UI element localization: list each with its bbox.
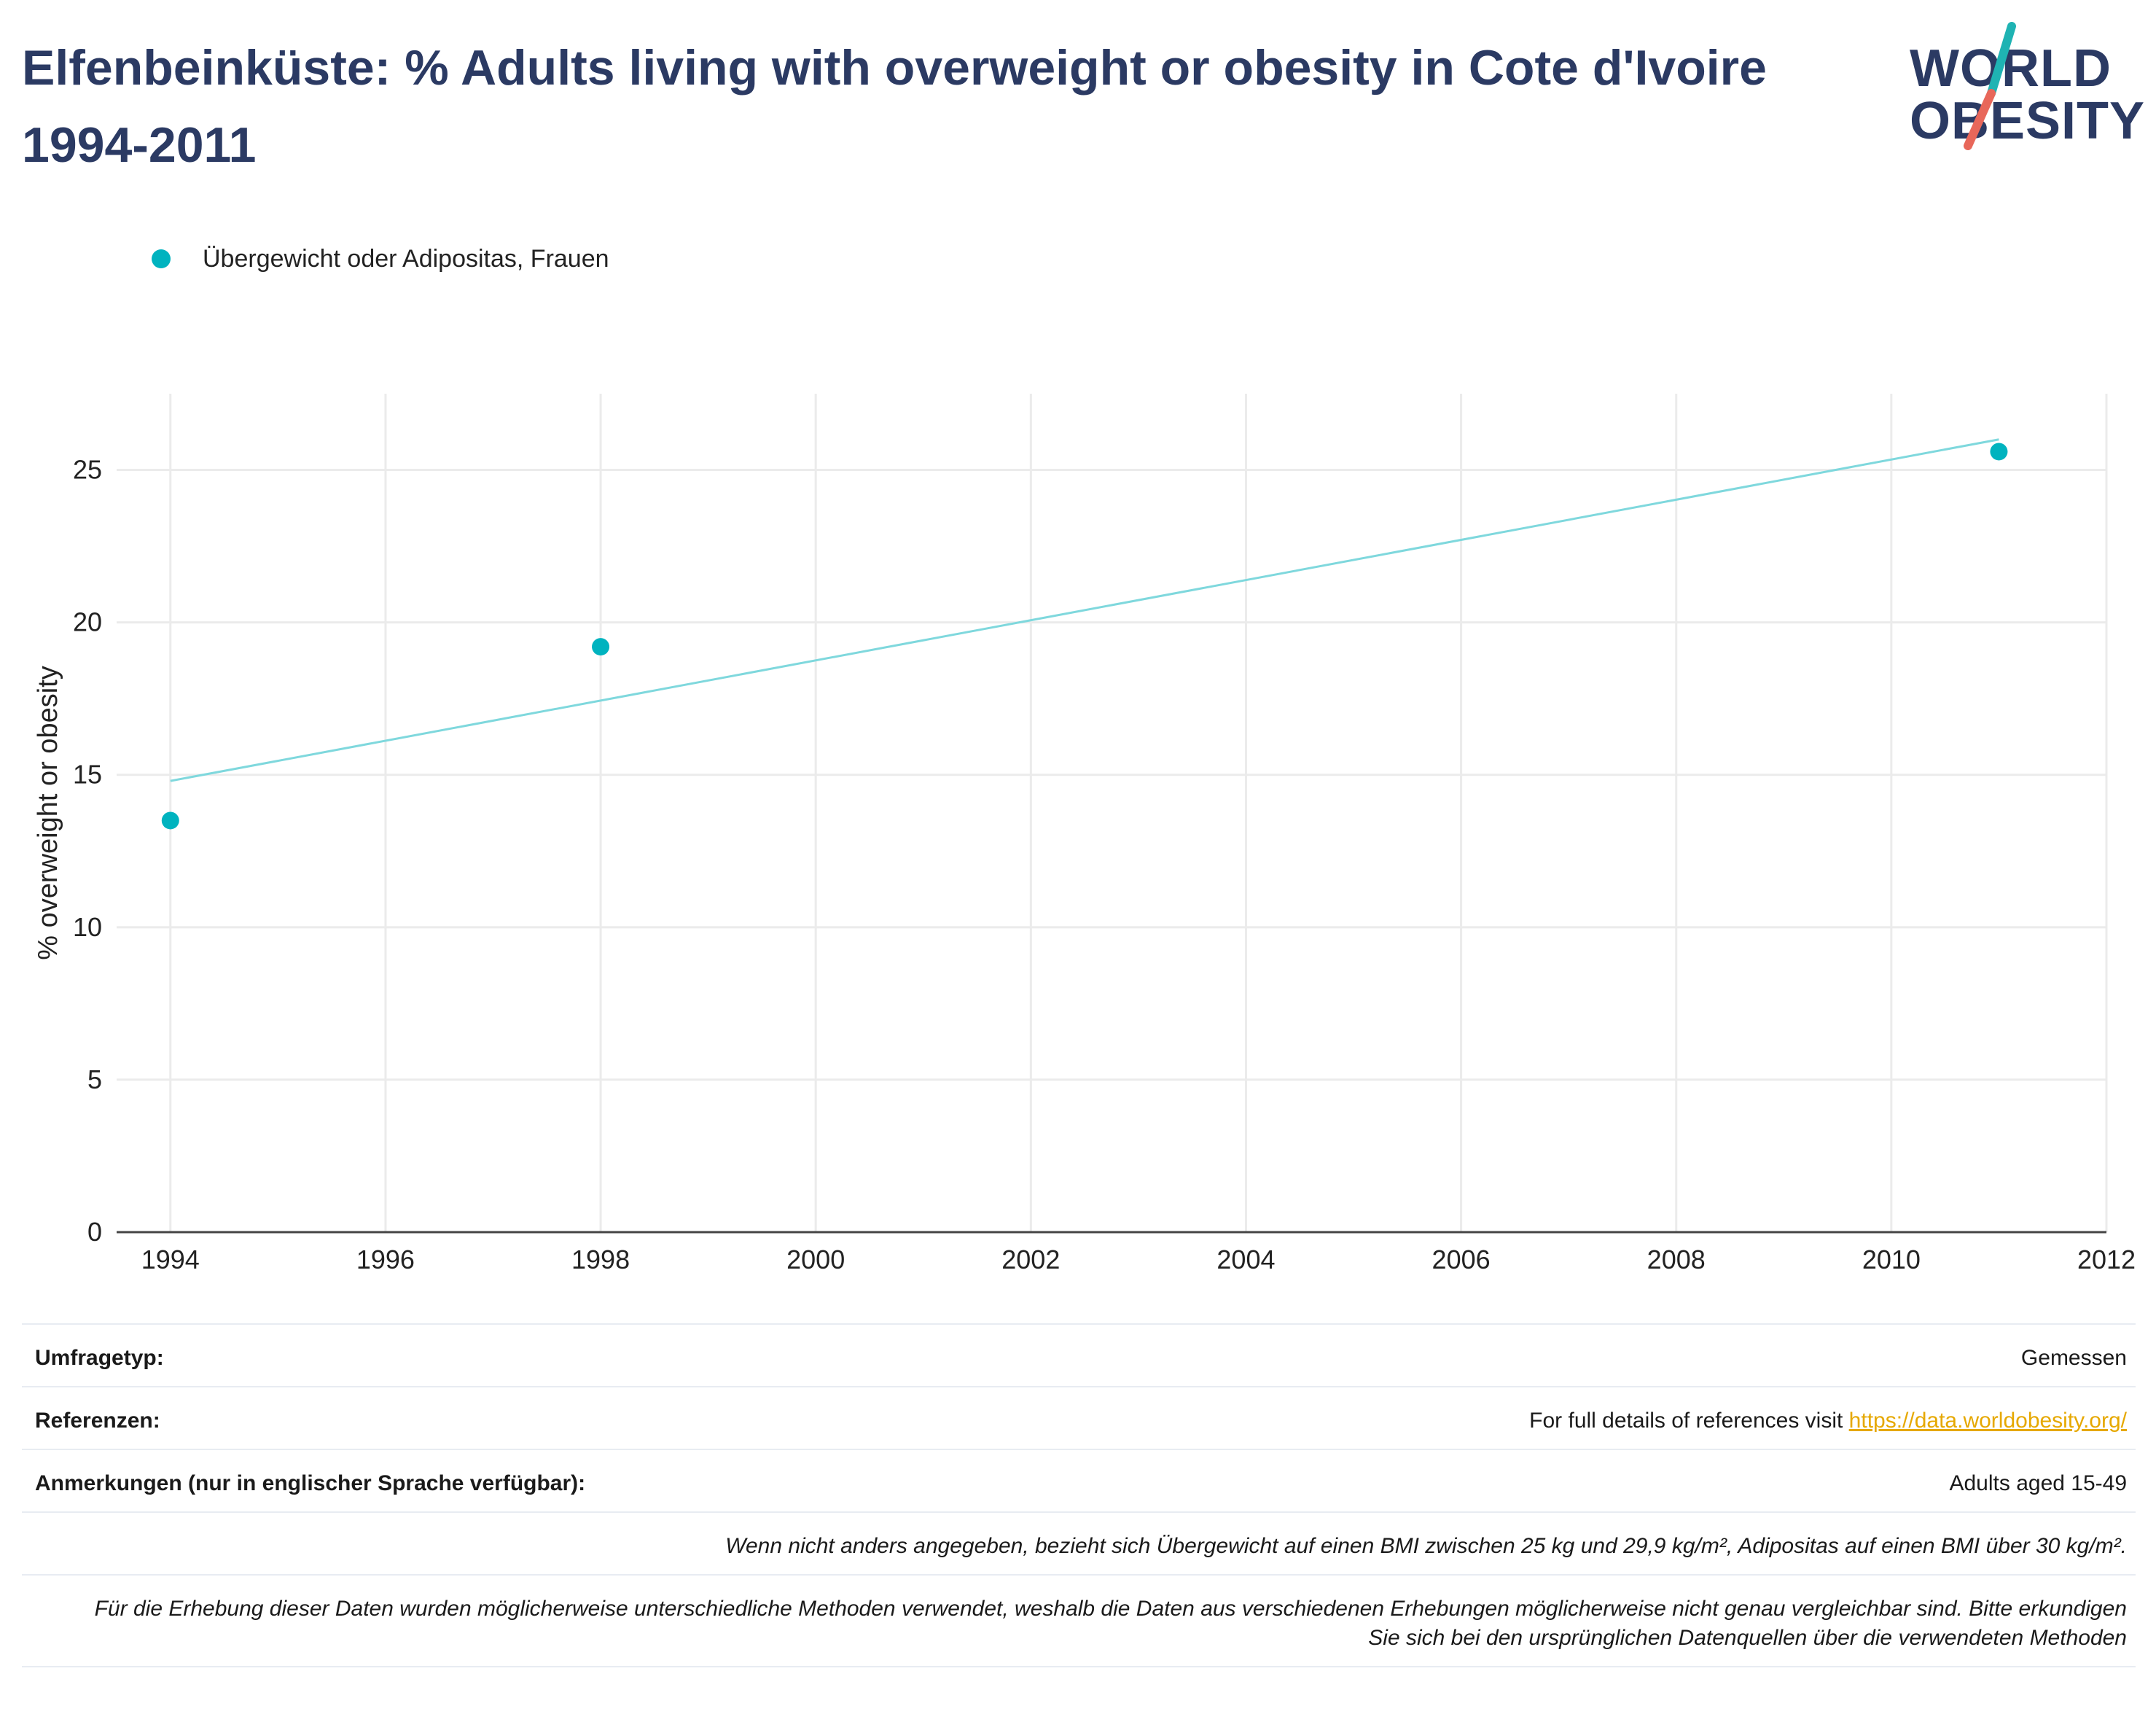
data-point xyxy=(161,811,179,830)
y-tick-label: 10 xyxy=(73,912,102,942)
chart-title: Elfenbeinküste: % Adults living with ove… xyxy=(22,40,1767,173)
notes-row: Anmerkungen (nur in englischer Sprache v… xyxy=(22,1449,2136,1511)
y-tick-label: 0 xyxy=(87,1217,102,1247)
survey-type-label: Umfragetyp: xyxy=(35,1346,164,1370)
info-table: Umfragetyp: Gemessen Referenzen: For ful… xyxy=(22,1323,2136,1667)
footnote-bmi-row: Wenn nicht anders angegeben, bezieht sic… xyxy=(22,1511,2136,1574)
x-tick-label: 2010 xyxy=(1862,1245,1921,1274)
logo-slash-icon xyxy=(1964,22,2016,150)
logo-text-obesity: OBESITY xyxy=(1910,92,2146,150)
footnote-methods-row: Für die Erhebung dieser Daten wurden mög… xyxy=(22,1574,2136,1667)
footnote-bmi: Wenn nicht anders angegeben, bezieht sic… xyxy=(725,1534,2127,1558)
world-obesity-logo: WORLD OBESITY xyxy=(1895,22,2146,153)
y-tick-label: 5 xyxy=(87,1064,102,1094)
survey-type-row: Umfragetyp: Gemessen xyxy=(22,1323,2136,1386)
references-text: For full details of references visit xyxy=(1529,1409,1849,1433)
footnote-methods: Für die Erhebung dieser Daten wurden mög… xyxy=(94,1597,2127,1650)
y-tick-label: 25 xyxy=(73,455,102,485)
x-tick-label: 2004 xyxy=(1216,1245,1275,1274)
x-tick-label: 2006 xyxy=(1432,1245,1491,1274)
y-tick-label: 20 xyxy=(73,607,102,637)
references-value: For full details of references visit htt… xyxy=(1529,1406,2136,1436)
data-point xyxy=(1990,443,2008,461)
x-tick-label: 2012 xyxy=(2077,1245,2136,1274)
references-label: Referenzen: xyxy=(35,1409,160,1433)
y-axis-label: % overweight or obesity xyxy=(33,666,63,959)
references-row: Referenzen: For full details of referenc… xyxy=(22,1386,2136,1449)
legend-label: Übergewicht oder Adipositas, Frauen xyxy=(203,244,609,273)
trendline xyxy=(170,438,1999,782)
references-link[interactable]: https://data.worldobesity.org/ xyxy=(1848,1409,2127,1433)
x-tick-label: 1996 xyxy=(356,1245,415,1274)
x-tick-label: 1994 xyxy=(141,1245,200,1274)
logo-text-world: WORLD xyxy=(1910,39,2112,98)
legend-marker-icon xyxy=(152,249,171,268)
notes-value: Adults aged 15-49 xyxy=(1949,1471,2127,1495)
data-point xyxy=(592,638,610,656)
x-tick-label: 2008 xyxy=(1647,1245,1706,1274)
x-tick-label: 2000 xyxy=(786,1245,845,1274)
x-tick-label: 1998 xyxy=(571,1245,630,1274)
notes-label: Anmerkungen (nur in englischer Sprache v… xyxy=(35,1471,586,1495)
y-tick-label: 15 xyxy=(73,760,102,790)
survey-type-value: Gemessen xyxy=(2020,1346,2127,1370)
chart-legend: Übergewicht oder Adipositas, Frauen xyxy=(152,241,609,277)
scatter-chart: 1994 1996 1998 2000 2002 2004 2006 2008 2010 2012… xyxy=(33,394,2136,1274)
x-tick-label: 2002 xyxy=(1001,1245,1060,1274)
